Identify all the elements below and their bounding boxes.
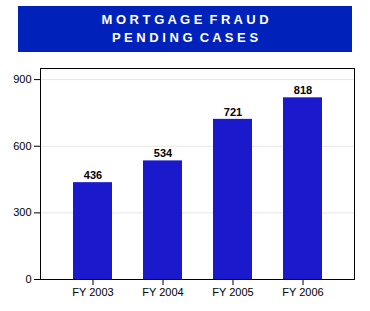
svg-text:FY 2006: FY 2006	[282, 286, 323, 298]
svg-text:436: 436	[84, 169, 102, 181]
svg-text:300: 300	[13, 206, 31, 218]
svg-text:FY 2004: FY 2004	[142, 286, 183, 298]
svg-text:FY 2003: FY 2003	[72, 286, 113, 298]
svg-text:721: 721	[224, 106, 242, 118]
svg-text:0: 0	[25, 273, 31, 285]
svg-text:600: 600	[13, 140, 31, 152]
svg-text:900: 900	[13, 73, 31, 85]
svg-text:818: 818	[294, 84, 312, 96]
svg-text:FY 2005: FY 2005	[212, 286, 253, 298]
svg-text:534: 534	[154, 147, 173, 159]
html-text:P E N D I N G C A S E S: P E N D I N G C A S E S	[111, 30, 259, 45]
html-text:M O R T G A G E F R A U D: M O R T G A G E F R A U D	[101, 12, 269, 27]
